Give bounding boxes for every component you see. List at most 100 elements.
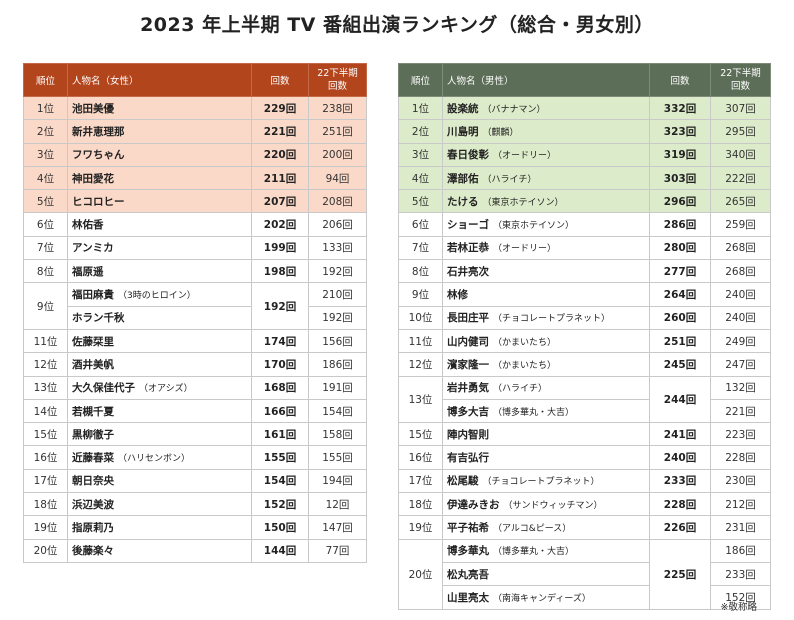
person-name: 新井恵理那 [72,125,125,138]
count-cell: 155回 [251,445,309,470]
name-cell: 伊達みきお （サンドウィッチマン） [442,492,650,517]
person-name: 博多華丸 [447,545,489,558]
prev-count-cell: 94回 [308,165,367,191]
count-header: 回数 [251,63,309,97]
name-cell: 濱家隆一 （かまいたち） [442,352,650,377]
affiliation-note: （博多華丸・大吉） [493,407,575,418]
prev-count-cell: 238回 [308,95,367,121]
page-title: 2023 年上半期 TV 番組出演ランキング（総合・男女別） [140,14,654,36]
name-cell: 春日俊彰 （オードリー） [442,142,650,167]
table-row: 9位 林修 264回 240回 [398,282,771,307]
rank-header: 順位 [23,63,68,97]
rank-cell: 15位 [398,422,443,447]
count-header: 回数 [649,63,711,97]
name-cell: 新井恵理那 [67,119,252,144]
rank-cell: 6位 [23,212,68,237]
count-cell: 251回 [649,328,711,354]
person-name: 神田愛花 [72,172,114,185]
person-name: 黒柳徹子 [72,428,114,441]
prev-count-cell: 200回 [308,142,367,167]
prev-count-cell: 132回 [710,375,771,400]
name-cell: 平子祐希 （アルコ&ピース） [442,515,650,540]
prev-count-cell: 192回 [308,305,367,330]
table-row: 13位 岩井勇気 （ハライチ） 244回 132回 [398,375,771,424]
name-cell: ヒコロヒー [67,189,252,214]
rank-cell: 12位 [398,352,443,377]
count-cell: 332回 [649,95,711,121]
name-cell: 朝日奈央 [67,468,252,494]
name-cell: 神田愛花 [67,165,252,191]
count-cell: 226回 [649,515,711,540]
male-header-row: 順位 人物名（男性） 回数 22下半期 回数 [398,63,771,97]
person-name: たける [447,195,479,208]
person-name: 川島明 [447,125,479,138]
rank-cell: 19位 [398,515,443,540]
table-row: 8位 石井亮次 277回 268回 [398,259,771,284]
name-cell: 池田美優 [67,95,252,121]
table-row: 4位 神田愛花 211回 94回 [23,165,367,191]
affiliation-note: （オードリー） [493,151,557,162]
count-cell: 192回 [251,282,309,330]
count-cell: 241回 [649,422,711,447]
count-cell: 245回 [649,352,711,377]
person-name: 松尾駿 [447,475,479,488]
table-row: 2位 川島明 （麒麟） 323回 295回 [398,119,771,144]
person-name: 若林正恭 [447,242,489,255]
prev-count-cell: 307回 [710,95,771,121]
table-row: 2位 新井恵理那 221回 251回 [23,119,367,144]
rank-cell: 12位 [23,352,68,377]
prev-count-cell: 228回 [710,445,771,470]
rank-cell: 7位 [23,235,68,261]
table-row: 松丸亮吾 233回 [399,561,771,587]
rank-cell: 9位 [398,282,443,307]
name-cell: 石井亮次 [442,259,650,284]
count-cell: 166回 [251,398,309,424]
person-name: 山内健司 [447,335,489,348]
name-cell: ショーゴ （東京ホテイソン） [442,212,650,237]
count-cell: 198回 [251,259,309,284]
person-name: 陣内智則 [447,428,489,441]
count-cell: 240回 [649,445,711,470]
affiliation-note: （3時のヒロイン） [118,291,196,302]
prev-count-cell: 231回 [710,515,771,540]
prev-count-cell: 206回 [308,212,367,237]
name-cell: 澤部佑 （ハライチ） [442,165,650,191]
prev-count-cell: 158回 [308,422,367,447]
prev-count-cell: 210回 [308,282,367,307]
table-row: 3位 フワちゃん 220回 200回 [23,142,367,167]
rank-cell: 16位 [398,445,443,470]
rank-cell: 14位 [23,398,68,424]
name-cell: 川島明 （麒麟） [442,119,650,144]
person-name: 朝日奈央 [72,475,114,488]
rank-cell: 8位 [398,259,443,284]
person-name: 澤部佑 [447,172,479,185]
count-cell: 303回 [649,165,711,191]
person-name: フワちゃん [72,149,125,162]
prev-count-cell: 221回 [710,398,771,424]
count-cell: 220回 [251,142,309,167]
person-name: 浜辺美波 [72,498,114,511]
name-cell: 陣内智則 [442,422,650,447]
name-cell: 浜辺美波 [67,492,252,517]
count-cell: 280回 [649,235,711,261]
person-name: 林修 [447,289,468,302]
affiliation-note: （サンドウィッチマン） [503,500,603,511]
rank-header: 順位 [398,63,443,97]
name-cell: たける （東京ホテイソン） [442,189,650,214]
rank-cell: 17位 [23,468,68,494]
count-cell: 323回 [649,119,711,144]
rank-cell: 20位 [398,538,443,610]
rank-cell: 7位 [398,235,443,261]
count-cell: 286回 [649,212,711,237]
person-name: 伊達みきお [447,498,500,511]
rank-cell: 13位 [23,375,68,400]
affiliation-note: （オアシズ） [139,384,193,395]
person-name: 岩井勇気 [447,382,489,395]
name-cell: 後藤楽々 [67,538,252,563]
person-name: 池田美優 [72,102,114,115]
affiliation-note: （バナナマン） [482,104,546,115]
prev-count-header: 22下半期 回数 [710,63,771,97]
prev-count-cell: 154回 [308,398,367,424]
table-row: 16位 近藤春菜 （ハリセンボン） 155回 155回 [23,445,367,470]
rank-cell: 5位 [23,189,68,214]
